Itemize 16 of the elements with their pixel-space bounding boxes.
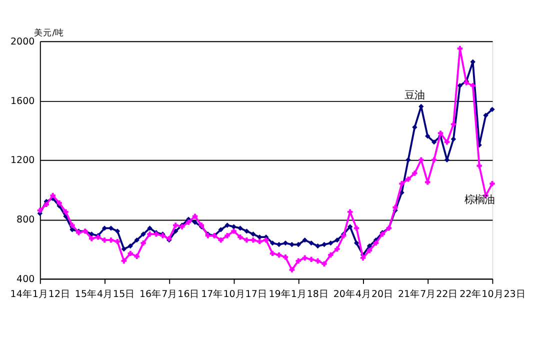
y-tick-label: 800 [16, 214, 35, 226]
y-tick-label: 2000 [10, 36, 35, 48]
x-tick-label: 19年1月18日 [268, 288, 329, 300]
x-tick-label: 16年7月16日 [140, 288, 200, 300]
x-tick-label: 20年4月20日 [333, 288, 394, 300]
x-tick-label: 22年10月23日 [460, 288, 526, 300]
y-tick-label: 400 [16, 274, 35, 286]
x-tick-label: 17年10月17日 [201, 288, 268, 300]
y-tick-label: 1600 [10, 96, 35, 107]
y-axis-title: 美元/吨 [34, 27, 64, 38]
x-tick-label: 15年4月15日 [74, 288, 136, 300]
x-tick-label: 21年7月22日 [398, 288, 458, 300]
y-tick-label: 1200 [10, 155, 35, 166]
x-tick-label: 14年1月12日 [10, 288, 71, 300]
series-label: 棕榈油 [464, 194, 494, 206]
series-label: 豆油 [404, 89, 425, 102]
